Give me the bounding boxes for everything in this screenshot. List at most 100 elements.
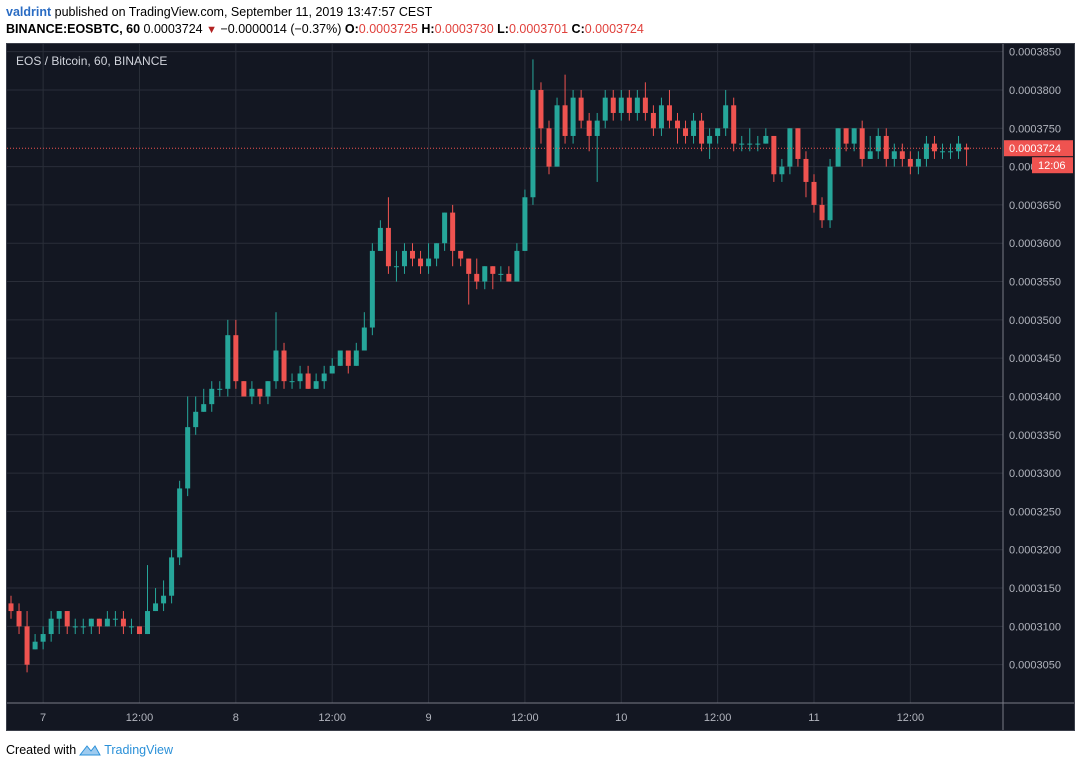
candle [161,580,167,612]
candle-body [249,388,255,397]
candle [442,212,448,251]
candle-body [739,143,745,145]
candle [313,373,319,389]
candle-body [401,250,407,267]
candle-body [88,618,94,627]
candle [691,112,697,144]
candle [931,135,937,159]
candle [48,611,54,642]
candle-body [393,266,399,268]
candle [385,197,391,274]
candle [72,618,78,635]
candle [153,588,159,612]
x-tick-label: 12:00 [126,712,154,724]
candle-body [80,626,86,628]
author-link[interactable]: valdrint [6,5,52,19]
candle-body [562,105,568,136]
candle-body [40,634,46,642]
candle-body [827,166,833,221]
candle [530,59,536,205]
candle [506,266,512,282]
candle [586,112,592,152]
candle [626,89,632,121]
candle-body [691,120,697,136]
candle [498,266,504,282]
candle [642,82,648,121]
candle-body [948,151,954,153]
candle [466,258,472,305]
candle-body [32,641,38,650]
candle [546,120,552,175]
candle-body [715,128,721,136]
candle-body [594,120,600,136]
x-tick-label: 11 [808,712,819,724]
candle [201,388,207,412]
low-label: L: [497,22,509,36]
y-tick-label: 0.0003250 [1009,506,1061,518]
candle-body [56,611,62,619]
candle-body [225,335,231,389]
candle [426,243,432,274]
candle-body [482,266,488,282]
candle-body [506,273,512,282]
tradingview-link[interactable]: TradingView [79,743,173,757]
candlestick-chart[interactable]: 0.0003050 0.0003100 0.0003150 0.0003200 0.00… [7,44,1074,730]
x-tick-label: 12:00 [511,712,539,724]
footer: Created with TradingView [6,743,173,757]
candle [128,618,134,635]
candle-body [96,618,102,627]
candle [723,89,729,136]
candle-body [610,97,616,113]
last-price-label: 0.0003724 [1009,143,1061,155]
candle [731,97,737,152]
candle-body [747,143,753,145]
candle [337,350,343,366]
candle-body [514,250,520,282]
candle [482,266,488,290]
candle [956,135,962,159]
candle-body [859,128,865,159]
candle-body [530,89,536,198]
candle [747,128,753,152]
candle-body [289,381,295,383]
y-tick-label: 0.0003550 [1009,277,1061,289]
candle [273,312,279,389]
y-tick-label: 0.0003150 [1009,583,1061,595]
chart-title: EOS / Bitcoin, 60, BINANCE [16,54,167,68]
price-change: −0.0000014 (−0.37%) [220,22,342,36]
candle [867,135,873,159]
candle-body [522,197,528,251]
candle-body [964,147,970,150]
countdown-label: 12:06 [1038,160,1066,172]
countdown-badge [1032,157,1073,174]
candle [104,611,110,627]
candle-body [136,626,142,635]
x-tick-label: 12:00 [704,712,732,724]
candle [851,128,857,152]
candle [450,204,456,267]
chart-panel[interactable]: 0.0003050 0.0003100 0.0003150 0.0003200 0.00… [6,43,1075,731]
candle [514,243,520,282]
y-tick-label: 0.0003600 [1009,238,1061,250]
candle [120,611,126,635]
candle [650,105,656,136]
candle-body [241,381,247,397]
candle [803,151,809,198]
candle-body [851,128,857,144]
candle-body [361,327,367,351]
candle [353,342,359,366]
candle [265,381,271,405]
candle [570,89,576,144]
candle [249,381,255,405]
open-label: O: [344,22,359,36]
published-text: published on TradingView.com, September … [54,5,433,19]
candle [305,365,311,389]
candle-body [217,388,223,390]
candle [24,611,30,673]
candle [554,97,560,167]
y-tick-label: 0.0003100 [1009,621,1061,633]
candle-body [755,143,761,145]
candle [658,97,664,136]
candle [674,112,680,144]
candle [835,128,841,167]
